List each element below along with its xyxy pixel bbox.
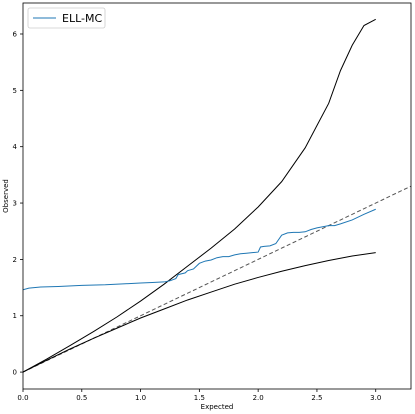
x-tick-label: 1.0 xyxy=(135,394,146,402)
y-tick-label: 5 xyxy=(13,87,17,95)
x-tick-label: 3.0 xyxy=(370,394,381,402)
legend-label-ell-mc: ELL-MC xyxy=(62,12,102,25)
lower-bound-line xyxy=(23,252,376,373)
y-tick-label: 2 xyxy=(13,256,17,264)
x-tick-label: 1.5 xyxy=(194,394,205,402)
x-axis-label: Expected xyxy=(201,403,234,411)
legend: ELL-MC xyxy=(27,7,106,29)
y-tick-label: 1 xyxy=(13,312,17,320)
x-tick-label: 0.5 xyxy=(76,394,87,402)
x-tick-label: 2.5 xyxy=(311,394,322,402)
upper-bound-line xyxy=(23,18,376,373)
legend-box xyxy=(27,7,106,29)
x-tick-label: 2.0 xyxy=(253,394,264,402)
x-tick-label: 0.0 xyxy=(17,394,28,402)
plot-frame xyxy=(22,2,412,390)
series-layer xyxy=(23,18,411,373)
y-tick-label: 0 xyxy=(13,369,17,377)
y-tick-label: 4 xyxy=(13,143,18,151)
y-axis-label: Observed xyxy=(2,179,10,213)
ticks-layer: 0.0 0.5 1.0 1.5 2.0 2.5 3.0 0 1 2 3 4 5 6 xyxy=(13,30,382,402)
y-tick-label: 6 xyxy=(13,30,18,38)
series-line-ell-mc xyxy=(23,208,376,291)
y-tick-label: 3 xyxy=(13,200,17,208)
